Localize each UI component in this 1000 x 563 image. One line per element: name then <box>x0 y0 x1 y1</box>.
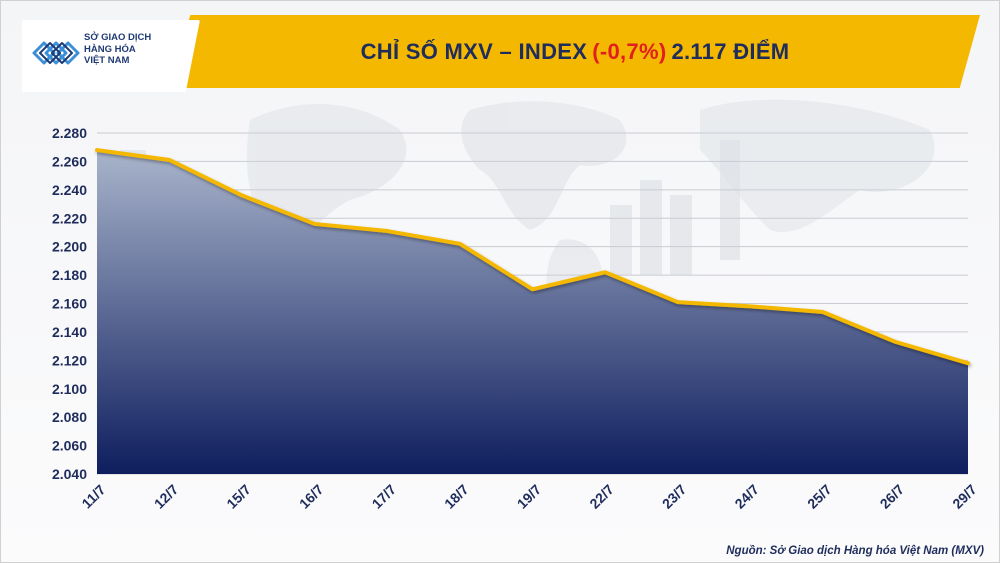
y-tick-label: 2.080 <box>52 409 87 425</box>
y-tick-label: 2.280 <box>52 125 87 141</box>
series-line <box>95 148 970 366</box>
mxv-logo-icon <box>32 41 80 65</box>
y-tick-label: 2.220 <box>52 210 87 226</box>
x-tick-label: 25/7 <box>804 481 835 512</box>
title-main: CHỈ SỐ MXV – INDEX <box>360 38 588 64</box>
x-tick-label: 23/7 <box>659 481 690 512</box>
x-tick-label: 15/7 <box>223 481 254 512</box>
y-tick-label: 2.060 <box>52 438 87 454</box>
y-tick-label: 2.040 <box>52 466 87 482</box>
chart-title: CHỈ SỐ MXV – INDEX (-0,7%) 2.117 ĐIỂM <box>170 15 980 88</box>
logo-line-1: SỞ GIAO DỊCH <box>84 32 152 43</box>
y-tick-label: 2.180 <box>52 267 87 283</box>
title-band <box>170 15 980 88</box>
x-tick-label: 12/7 <box>151 481 182 512</box>
x-tick-label: 16/7 <box>296 481 327 512</box>
logo-text: SỞ GIAO DỊCH HÀNG HÓA VIỆT NAM <box>84 32 184 67</box>
area-fill <box>97 150 968 475</box>
logo-line-2: HÀNG HÓA <box>84 43 136 55</box>
y-tick-label: 2.240 <box>52 182 87 198</box>
y-tick-label: 2.120 <box>52 352 87 368</box>
x-tick-label: 24/7 <box>731 481 762 512</box>
x-tick-label: 11/7 <box>78 481 108 511</box>
title-value: 2.117 ĐIỂM <box>671 38 790 64</box>
x-tick-label: 26/7 <box>877 481 908 512</box>
source-note: Nguồn: Sở Giao dịch Hàng hóa Việt Nam (M… <box>726 545 984 557</box>
x-tick-label: 22/7 <box>586 481 617 512</box>
x-tick-label: 18/7 <box>441 481 472 512</box>
title-change: (-0,7%) <box>592 38 667 64</box>
y-tick-label: 2.200 <box>52 239 87 255</box>
y-tick-label: 2.160 <box>52 296 87 312</box>
y-tick-label: 2.100 <box>52 381 87 397</box>
y-tick-label: 2.140 <box>52 324 87 340</box>
x-tick-label: 29/7 <box>949 481 980 512</box>
x-tick-label: 19/7 <box>514 481 545 512</box>
y-tick-label: 2.260 <box>52 153 87 169</box>
logo-line-3: VIỆT NAM <box>84 55 130 66</box>
x-tick-label: 17/7 <box>369 481 400 512</box>
